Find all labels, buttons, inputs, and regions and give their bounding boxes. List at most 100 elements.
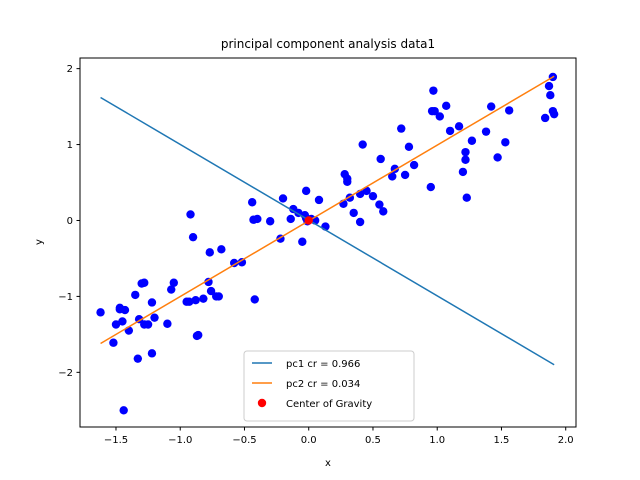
x-tick-label: 1.5: [494, 435, 510, 446]
data-point: [343, 174, 352, 183]
data-point: [461, 147, 470, 157]
data-point: [358, 140, 367, 149]
data-point: [486, 102, 496, 111]
y-tick-label: 0: [67, 216, 73, 227]
x-tick-label: 2.0: [558, 435, 574, 446]
x-tick-label: 0.5: [365, 435, 381, 446]
x-tick-label: 1.0: [429, 435, 445, 446]
data-point: [217, 245, 226, 254]
data-point: [445, 126, 455, 136]
data-point: [427, 106, 437, 116]
legend-label: pc2 cr = 0.034: [286, 379, 360, 390]
x-axis-label: x: [325, 458, 331, 469]
y-tick-label: 2: [67, 64, 73, 75]
y-axis-label: y: [34, 239, 45, 245]
data-point: [133, 354, 143, 363]
data-point: [147, 298, 157, 307]
data-point: [501, 138, 510, 147]
data-point: [229, 258, 239, 268]
data-point: [458, 167, 468, 177]
data-point: [301, 186, 311, 196]
data-point: [237, 258, 247, 267]
data-point: [349, 208, 358, 218]
center-of-gravity-point: [304, 216, 313, 225]
data-point: [191, 296, 200, 305]
data-point: [379, 207, 388, 216]
data-point: [548, 106, 558, 116]
data-point: [397, 124, 406, 133]
legend-label: Center of Gravity: [286, 399, 372, 410]
y-tick-label: 1: [67, 140, 73, 151]
data-point: [544, 81, 554, 91]
data-point: [462, 193, 471, 202]
plot-area: [96, 72, 559, 415]
data-point: [119, 406, 128, 415]
y-tick-label: −1: [58, 292, 73, 303]
data-point: [250, 295, 259, 304]
data-point: [115, 305, 125, 314]
data-point: [546, 91, 555, 100]
data-point: [186, 210, 195, 219]
data-point: [169, 278, 179, 287]
data-point: [286, 214, 295, 224]
data-point: [96, 308, 105, 317]
x-tick-label: −1.5: [104, 435, 128, 446]
legend: pc1 cr = 0.966 pc2 cr = 0.034 Center of Gr…: [243, 350, 415, 422]
data-point: [355, 217, 365, 227]
pc1-line: [100, 96, 555, 366]
pc2-line: [100, 75, 555, 345]
data-point: [400, 170, 410, 180]
data-point: [481, 127, 491, 136]
data-point: [278, 194, 288, 203]
x-tick-label: −1.0: [168, 435, 192, 446]
data-point: [143, 320, 153, 329]
data-point: [185, 297, 194, 306]
data-point: [131, 290, 140, 300]
data-point: [199, 294, 208, 303]
data-point: [375, 200, 384, 209]
data-point: [429, 86, 438, 95]
data-point: [298, 237, 307, 246]
data-point: [454, 122, 464, 131]
data-point: [247, 198, 257, 207]
plot-frame: [79, 57, 577, 428]
data-point: [435, 112, 444, 121]
data-point: [163, 319, 172, 328]
data-point: [118, 317, 127, 326]
y-tick-label: −2: [58, 368, 73, 379]
data-point: [206, 286, 216, 296]
data-point: [194, 330, 203, 340]
data-point: [188, 232, 198, 242]
data-point: [314, 195, 324, 205]
data-point: [253, 214, 262, 224]
y-axis: −2 −1 0 1 2: [58, 64, 80, 379]
data-point: [205, 248, 214, 257]
data-point: [461, 155, 470, 164]
x-axis: −1.5 −1.0 −0.5 0.0 0.5 1.0 1.5 2.0: [104, 427, 574, 446]
data-point: [204, 277, 213, 287]
data-point: [111, 320, 121, 329]
data-point: [167, 285, 176, 294]
data-point: [265, 217, 275, 226]
data-point: [376, 154, 385, 164]
legend-marker-swatch: [257, 398, 267, 408]
data-point: [504, 106, 514, 115]
data-point: [150, 313, 159, 322]
legend-label: pc1 cr = 0.966: [286, 359, 360, 370]
data-point: [140, 278, 149, 287]
data-point: [409, 160, 419, 170]
data-point: [426, 182, 435, 192]
data-point: [442, 101, 451, 111]
data-point: [109, 338, 118, 347]
data-point: [388, 172, 397, 181]
data-point: [214, 292, 223, 301]
data-point: [467, 136, 477, 145]
data-point: [404, 142, 414, 152]
data-point: [540, 113, 550, 123]
data-point: [368, 191, 378, 201]
data-point: [493, 153, 502, 162]
x-tick-label: 0.0: [301, 435, 317, 446]
legend-box: [243, 350, 415, 422]
x-tick-label: −0.5: [232, 435, 256, 446]
